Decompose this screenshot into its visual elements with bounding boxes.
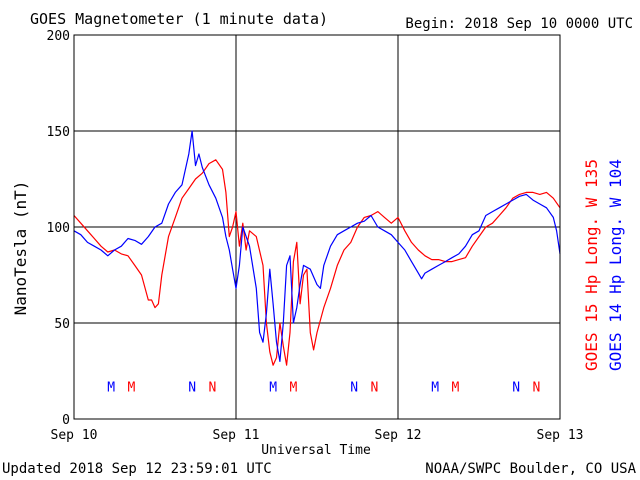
noon-marker: N (208, 380, 216, 395)
updated-timestamp: Updated 2018 Sep 12 23:59:01 UTC (2, 461, 272, 477)
legend-goes15: GOES 15 Hp Long. W 135 (582, 159, 601, 371)
goes15-line (73, 159, 561, 366)
y-axis-ticks: 0 50 100 150 200 (47, 29, 70, 428)
legend-goes14: GOES 14 Hp Long. W 104 (606, 159, 625, 371)
x-tick-label: Sep 11 (213, 428, 260, 443)
noon-marker: N (512, 380, 520, 395)
data-lines (73, 130, 561, 366)
noon-marker: N (370, 380, 378, 395)
chart-title: GOES Magnetometer (1 minute data) (30, 10, 328, 28)
x-axis-label: Universal Time (261, 443, 371, 458)
plot-frame (73, 34, 561, 420)
midnight-marker: M (451, 380, 459, 395)
y-tick-label: 200 (47, 29, 70, 44)
grid-lines (74, 35, 560, 419)
y-tick-label: 50 (54, 317, 70, 332)
midnight-marker: M (431, 380, 439, 395)
y-axis-label: NanoTesla (nT) (11, 181, 30, 316)
midnight-marker: M (269, 380, 277, 395)
x-tick-label: Sep 13 (537, 428, 584, 443)
midnight-marker: M (289, 380, 297, 395)
midnight-marker: M (127, 380, 135, 395)
noon-marker: N (350, 380, 358, 395)
y-tick-label: 150 (47, 125, 70, 140)
goes14-line (73, 130, 561, 362)
y-tick-label: 0 (62, 413, 70, 428)
noon-marker: N (532, 380, 540, 395)
y-tick-label: 100 (47, 221, 70, 236)
midnight-marker: M (107, 380, 115, 395)
source-credit: NOAA/SWPC Boulder, CO USA (425, 461, 636, 477)
x-tick-label: Sep 12 (375, 428, 422, 443)
begin-time: Begin: 2018 Sep 10 0000 UTC (405, 16, 633, 32)
x-tick-label: Sep 10 (51, 428, 98, 443)
noon-marker: N (188, 380, 196, 395)
x-axis-ticks: Sep 10 Sep 11 Sep 12 Sep 13 (51, 428, 584, 443)
